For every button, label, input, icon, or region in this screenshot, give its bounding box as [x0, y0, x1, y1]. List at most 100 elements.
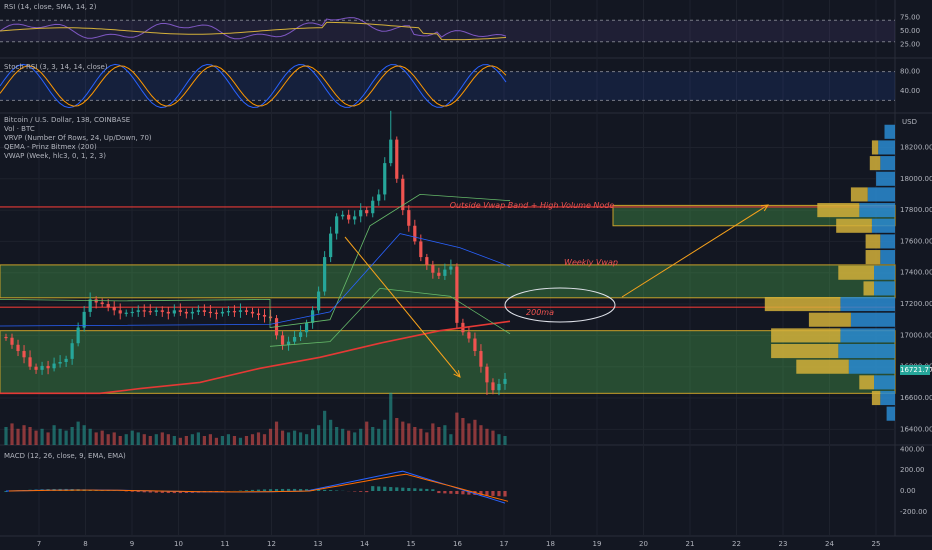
- candle-body: [431, 264, 435, 273]
- candle-body: [341, 214, 345, 217]
- vp-down-bar: [865, 234, 881, 249]
- price-tick-label: 17400.00: [900, 269, 932, 277]
- candle-body: [124, 312, 128, 314]
- volume-bar: [190, 434, 194, 445]
- volume-bar: [443, 425, 447, 445]
- volume-bar: [220, 436, 225, 445]
- macd-histogram-bar: [130, 491, 134, 492]
- price-tick-label: 16600.00: [900, 394, 932, 402]
- rsi-tick-label: 50.00: [900, 27, 920, 35]
- macd-histogram-bar: [485, 491, 489, 496]
- candle-body: [473, 338, 477, 352]
- candle-body: [82, 311, 86, 328]
- x-tick-label: 17: [500, 540, 509, 548]
- volume-bar: [461, 418, 465, 445]
- arrow-down-head: [453, 370, 461, 378]
- volume-bar: [449, 434, 453, 445]
- x-tick-label: 20: [639, 540, 648, 548]
- macd-histogram-bar: [154, 491, 158, 493]
- volume-bar: [262, 434, 267, 445]
- candle-body: [214, 312, 219, 314]
- macd-histogram-bar: [497, 491, 501, 497]
- candle-body: [425, 257, 429, 265]
- candle-body: [455, 266, 459, 323]
- volume-bar: [88, 428, 92, 445]
- candle-body: [377, 194, 381, 201]
- x-tick-label: 15: [407, 540, 416, 548]
- symbol-legend[interactable]: Bitcoin / U.S. Dollar, 138, COINBASE: [4, 116, 131, 124]
- vp-down-bar: [764, 297, 841, 312]
- vwap-lower-band: [269, 287, 511, 347]
- candle-body: [202, 310, 206, 312]
- volume-bar: [286, 432, 291, 445]
- candle-body: [467, 332, 471, 339]
- stoch-tick-label: 80.00: [900, 68, 920, 76]
- volume-bar: [365, 421, 369, 445]
- macd-histogram-bar: [389, 487, 393, 491]
- vp-up-bar: [867, 187, 895, 202]
- candle-body: [359, 210, 363, 217]
- vwap-legend[interactable]: VWAP (Week, hlc3, 0, 1, 2, 3): [4, 152, 106, 160]
- volume-bar: [214, 437, 219, 445]
- candle-body: [298, 332, 303, 337]
- volume-bar: [437, 427, 441, 445]
- candle-body: [190, 311, 194, 314]
- vp-down-bar: [869, 156, 881, 171]
- candle-body: [311, 310, 315, 323]
- volume-bar: [142, 434, 146, 445]
- volume-bar: [359, 428, 363, 445]
- candle-body: [76, 327, 80, 344]
- macd-histogram-bar: [365, 491, 369, 493]
- volume-bar: [311, 428, 315, 445]
- candle-body: [256, 313, 261, 316]
- volume-bar: [280, 430, 285, 445]
- volume-bar: [401, 421, 405, 445]
- volume-bar: [298, 432, 303, 445]
- candle-body: [485, 366, 489, 383]
- macd-tick-label: 400.00: [900, 445, 925, 453]
- x-tick-label: 7: [37, 540, 41, 548]
- volume-bar: [377, 428, 381, 445]
- vp-down-bar: [808, 312, 851, 327]
- volume-bar: [503, 436, 507, 445]
- rsi-band: [0, 20, 895, 42]
- vp-up-bar: [848, 359, 895, 374]
- volume-bar: [268, 428, 273, 445]
- vrvp-legend[interactable]: VRVP (Number Of Rows, 24, Up/Down, 70): [4, 134, 152, 142]
- rsi-title: RSI (14, close, SMA, 14, 2): [4, 3, 97, 11]
- volume-legend[interactable]: Vol · BTC: [4, 125, 35, 133]
- macd-histogram-bar: [142, 491, 146, 493]
- price-tick-label: 17600.00: [900, 237, 932, 245]
- candle-body: [4, 336, 8, 339]
- volume-bar: [100, 430, 104, 445]
- vp-down-bar: [871, 390, 881, 406]
- vwap-upper-band: [0, 193, 511, 328]
- candle-body: [250, 311, 255, 314]
- volume-bar: [76, 421, 80, 445]
- macd-histogram-bar: [160, 491, 164, 493]
- vp-up-bar: [880, 250, 895, 265]
- candle-body: [238, 310, 243, 312]
- candle-body: [232, 311, 237, 313]
- volume-bar: [16, 428, 20, 445]
- vp-down-bar: [850, 187, 868, 202]
- qema-legend[interactable]: QEMA - Prinz Bitmex (200): [4, 143, 97, 151]
- candle-body: [365, 210, 369, 214]
- macd-histogram-bar: [136, 491, 140, 493]
- macd-histogram-bar: [220, 491, 225, 492]
- macd-histogram-bar: [359, 491, 363, 492]
- volume-bar: [244, 436, 249, 445]
- x-tick-label: 12: [267, 540, 276, 548]
- volume-bar: [160, 432, 164, 445]
- volume-bar: [226, 434, 231, 445]
- x-tick-label: 25: [872, 540, 881, 548]
- vp-up-bar: [880, 156, 895, 171]
- candle-body: [220, 311, 225, 314]
- macd-histogram-bar: [335, 490, 339, 491]
- price-tick-label: 17000.00: [900, 331, 932, 339]
- stoch-band: [0, 71, 895, 101]
- x-tick-label: 14: [360, 540, 369, 548]
- candle-body: [100, 302, 104, 305]
- price-tick-label: 16400.00: [900, 425, 932, 433]
